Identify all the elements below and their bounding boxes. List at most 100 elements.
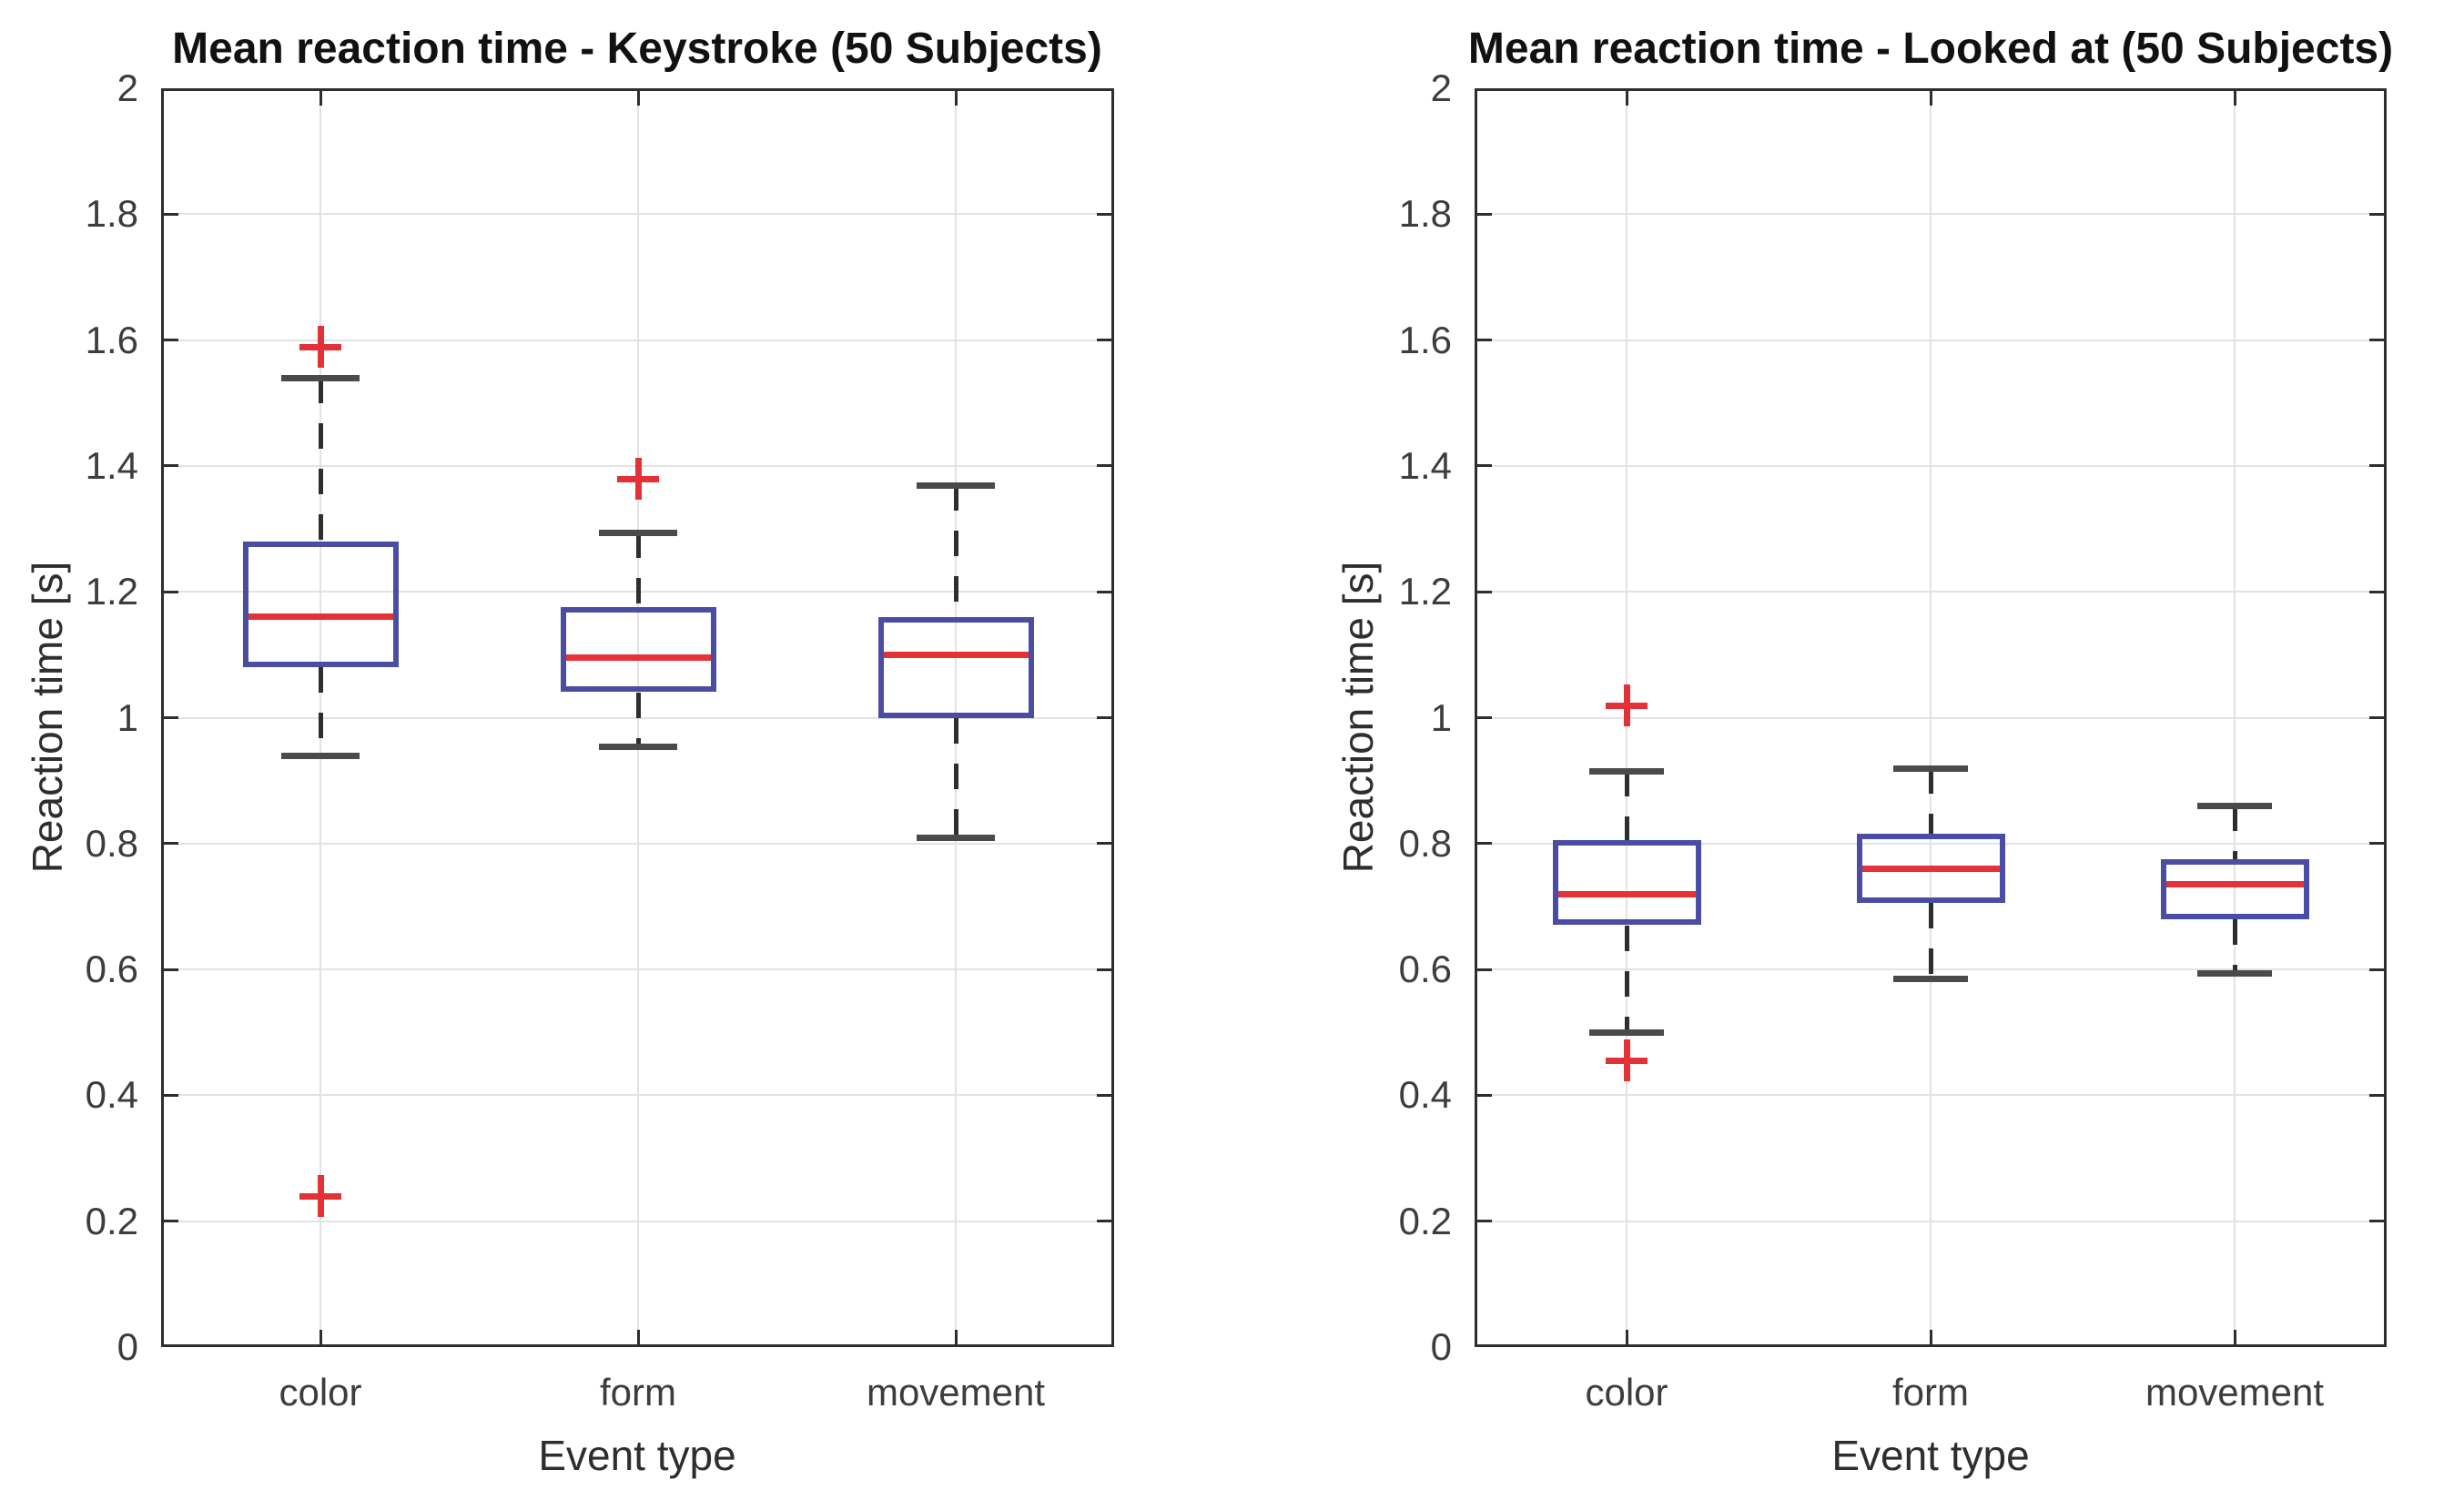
ytick-mark-right-0.8	[1097, 842, 1111, 845]
ytick-mark-right-1.8	[2369, 213, 2384, 216]
ytick-mark-right-1.8	[1097, 213, 1111, 216]
ytick-label-1.4: 1.4	[85, 444, 138, 487]
ytick-mark-left-1.4	[1477, 464, 1492, 467]
xtick-label-form-keystroke: form	[600, 1371, 676, 1414]
ytick-label-0.6: 0.6	[85, 948, 138, 990]
xtick-label-movement-keystroke: movement	[866, 1371, 1046, 1414]
ytick-label-1.6: 1.6	[85, 319, 138, 361]
ytick-mark-left-0.2	[164, 1220, 178, 1222]
median-movement	[2165, 881, 2304, 887]
xtick-mark-bottom-form	[636, 1330, 640, 1344]
box-iqr-movement	[2160, 859, 2309, 919]
whisker-cap-low-movement	[2197, 970, 2272, 977]
ytick-mark-left-1.2	[1477, 591, 1492, 593]
ytick-mark-right-1.2	[2369, 591, 2384, 593]
ytick-mark-right-0.6	[1097, 968, 1111, 971]
ytick-mark-left-0.8	[1477, 842, 1492, 845]
ytick-label-0.6: 0.6	[1398, 948, 1452, 990]
ytick-label-0.4: 0.4	[85, 1073, 138, 1116]
ytick-mark-right-1	[1097, 716, 1111, 719]
ytick-mark-left-1.2	[164, 591, 178, 593]
whisker-lower-form	[1929, 903, 1933, 978]
ytick-mark-right-0.6	[2369, 968, 2384, 971]
xtick-mark-bottom-color	[319, 1330, 322, 1344]
ytick-label-0.4: 0.4	[1398, 1073, 1452, 1116]
whisker-cap-high-movement	[2197, 803, 2272, 809]
median-form	[1861, 866, 2000, 872]
ytick-mark-left-0.6	[164, 968, 178, 971]
whisker-lower-movement	[954, 718, 958, 837]
gridline-x-form	[1930, 91, 1932, 1344]
x-axis-label-lookedat: Event type	[1831, 1432, 2030, 1479]
chart-title-lookedat: Mean reaction time - Looked at (50 Subje…	[1467, 25, 2394, 73]
xtick-mark-bottom-movement	[2233, 1330, 2236, 1344]
ytick-mark-right-1.4	[1097, 464, 1111, 467]
ytick-mark-left-1.8	[1477, 213, 1492, 216]
ytick-mark-left-1	[1477, 716, 1492, 719]
xtick-mark-bottom-form	[1929, 1330, 1932, 1344]
ytick-label-0: 0	[117, 1325, 138, 1368]
median-form	[565, 654, 711, 661]
ytick-label-0.8: 0.8	[1398, 822, 1452, 865]
ytick-label-2: 2	[117, 66, 138, 109]
ytick-mark-left-0.4	[164, 1094, 178, 1097]
xtick-label-movement-lookedat: movement	[2145, 1371, 2325, 1414]
ytick-mark-left-1.6	[1477, 339, 1492, 341]
whisker-cap-high-form	[1893, 765, 1968, 772]
whisker-lower-color	[1625, 926, 1629, 1033]
ytick-mark-left-1.6	[164, 339, 178, 341]
ytick-mark-left-1.8	[164, 213, 178, 216]
xtick-mark-top-color	[319, 91, 322, 106]
ytick-label-1.2: 1.2	[1398, 570, 1452, 613]
ytick-mark-right-0.4	[1097, 1094, 1111, 1097]
whisker-cap-low-movement	[917, 835, 995, 841]
whisker-upper-movement	[2233, 806, 2237, 859]
ytick-label-1.8: 1.8	[85, 192, 138, 235]
ytick-mark-right-0.2	[1097, 1220, 1111, 1222]
ytick-label-1.4: 1.4	[1398, 444, 1452, 487]
median-color	[1557, 891, 1696, 897]
chart-title-keystroke: Mean reaction time - Keystroke (50 Subje…	[172, 25, 1102, 73]
xtick-mark-bottom-color	[1625, 1330, 1628, 1344]
ytick-mark-left-1	[164, 716, 178, 719]
whisker-cap-high-form	[599, 530, 677, 536]
xtick-mark-top-form	[636, 91, 640, 106]
gridline-x-movement	[2234, 91, 2236, 1344]
ytick-mark-left-0.2	[1477, 1220, 1492, 1222]
median-color	[248, 613, 393, 620]
ytick-label-1: 1	[117, 696, 138, 739]
whisker-lower-color	[319, 667, 323, 755]
ytick-mark-left-1.4	[164, 464, 178, 467]
whisker-cap-low-form	[1893, 976, 1968, 982]
xtick-mark-top-form	[1929, 91, 1932, 106]
whisker-upper-movement	[954, 485, 958, 617]
box-iqr-form	[560, 607, 716, 692]
xtick-mark-top-movement	[954, 91, 958, 106]
ytick-label-1.2: 1.2	[85, 570, 138, 613]
xtick-label-form-lookedat: form	[1892, 1371, 1969, 1414]
xtick-label-color-lookedat: color	[1585, 1371, 1668, 1414]
whisker-cap-low-color	[281, 753, 360, 759]
ytick-label-0.2: 0.2	[1398, 1200, 1452, 1242]
ytick-label-1: 1	[1430, 696, 1452, 739]
ytick-label-1.8: 1.8	[1398, 192, 1452, 235]
box-iqr-movement	[877, 617, 1034, 718]
whisker-upper-color	[319, 378, 323, 542]
ytick-mark-left-0.8	[164, 842, 178, 845]
box-iqr-form	[1856, 834, 2005, 903]
whisker-lower-movement	[2233, 919, 2237, 973]
ytick-mark-right-1	[2369, 716, 2384, 719]
whisker-upper-form	[636, 532, 641, 608]
ytick-mark-right-1.4	[2369, 464, 2384, 467]
xtick-label-color-keystroke: color	[279, 1371, 362, 1414]
ytick-mark-right-0.2	[2369, 1220, 2384, 1222]
ytick-label-0: 0	[1430, 1325, 1452, 1368]
ytick-mark-right-1.2	[1097, 591, 1111, 593]
median-movement	[883, 652, 1029, 658]
outlier-color-0	[299, 326, 341, 368]
ytick-label-1.6: 1.6	[1398, 319, 1452, 361]
ytick-mark-right-0.8	[2369, 842, 2384, 845]
x-axis-label-keystroke: Event type	[538, 1432, 736, 1479]
whisker-lower-form	[636, 693, 641, 746]
